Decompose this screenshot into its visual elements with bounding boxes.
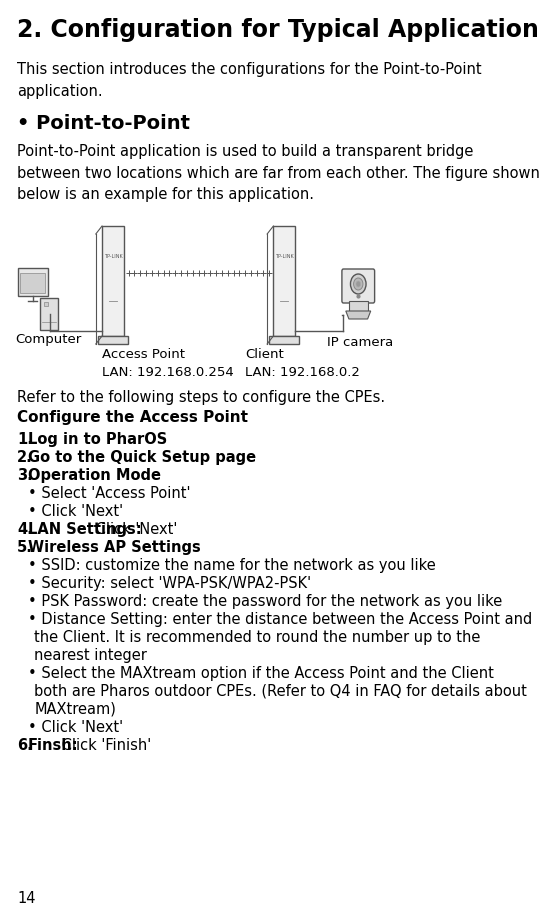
Bar <box>349 301 367 311</box>
Text: • Security: select 'WPA-PSK/WPA2-PSK': • Security: select 'WPA-PSK/WPA2-PSK' <box>28 576 311 591</box>
Polygon shape <box>346 311 371 319</box>
Text: Log in to PharOS: Log in to PharOS <box>28 432 167 447</box>
Text: Click 'Finish': Click 'Finish' <box>57 738 151 753</box>
Text: Access Point
LAN: 192.168.0.254: Access Point LAN: 192.168.0.254 <box>102 348 234 379</box>
Text: Point-to-Point application is used to build a transparent bridge
between two loc: Point-to-Point application is used to bu… <box>17 144 540 202</box>
Text: both are Pharos outdoor CPEs. (Refer to Q4 in FAQ for details about: both are Pharos outdoor CPEs. (Refer to … <box>34 684 527 699</box>
Text: Configure the Access Point: Configure the Access Point <box>17 410 248 425</box>
Bar <box>102 226 124 336</box>
Bar <box>20 273 45 293</box>
Text: Go to the Quick Setup page: Go to the Quick Setup page <box>28 450 256 465</box>
FancyBboxPatch shape <box>342 269 375 303</box>
Text: 5.: 5. <box>17 540 33 555</box>
Text: 2. Configuration for Typical Application: 2. Configuration for Typical Application <box>17 18 539 42</box>
Text: 3.: 3. <box>17 468 33 483</box>
Bar <box>43 302 48 306</box>
Text: the Client. It is recommended to round the number up to the: the Client. It is recommended to round t… <box>34 630 481 645</box>
Text: Client
LAN: 192.168.0.2: Client LAN: 192.168.0.2 <box>246 348 360 379</box>
Text: • Select the MAXtream option if the Access Point and the Client: • Select the MAXtream option if the Acce… <box>28 666 494 681</box>
Text: 14: 14 <box>17 891 36 906</box>
Text: 4.: 4. <box>17 522 33 537</box>
Text: Operation Mode: Operation Mode <box>28 468 161 483</box>
Text: 6.: 6. <box>17 738 33 753</box>
Text: • PSK Password: create the password for the network as you like: • PSK Password: create the password for … <box>28 594 502 609</box>
Text: • Click 'Next': • Click 'Next' <box>28 720 123 735</box>
Circle shape <box>356 281 360 287</box>
Text: This section introduces the configurations for the Point-to-Point
application.: This section introduces the configuratio… <box>17 62 482 98</box>
Text: • Click 'Next': • Click 'Next' <box>28 504 123 519</box>
Bar <box>269 336 299 344</box>
Bar <box>41 298 57 330</box>
Text: • Distance Setting: enter the distance between the Access Point and: • Distance Setting: enter the distance b… <box>28 612 532 627</box>
Text: Computer: Computer <box>15 333 81 346</box>
Text: • Select 'Access Point': • Select 'Access Point' <box>28 486 191 501</box>
Circle shape <box>351 274 366 294</box>
Text: 2.: 2. <box>17 450 33 465</box>
Text: • Point-to-Point: • Point-to-Point <box>17 114 190 133</box>
Text: LAN Settings:: LAN Settings: <box>28 522 141 537</box>
Text: IP camera: IP camera <box>327 336 393 349</box>
Text: nearest integer: nearest integer <box>34 648 147 663</box>
Text: MAXtream): MAXtream) <box>34 702 116 717</box>
Text: TP-LINK: TP-LINK <box>275 253 294 259</box>
Text: Click 'Next': Click 'Next' <box>91 522 177 537</box>
Bar <box>18 268 48 296</box>
Text: Finsh:: Finsh: <box>28 738 79 753</box>
Text: Wireless AP Settings: Wireless AP Settings <box>28 540 201 555</box>
Bar <box>273 226 295 336</box>
Text: 1.: 1. <box>17 432 33 447</box>
Circle shape <box>353 278 363 290</box>
Text: • SSID: customize the name for the network as you like: • SSID: customize the name for the netwo… <box>28 558 436 573</box>
Bar <box>98 336 128 344</box>
Text: Refer to the following steps to configure the CPEs.: Refer to the following steps to configur… <box>17 390 385 405</box>
Text: TP-LINK: TP-LINK <box>104 253 122 259</box>
